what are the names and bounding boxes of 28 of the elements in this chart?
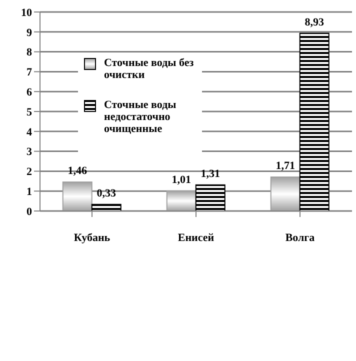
bar xyxy=(91,204,122,211)
y-tick-label: 8 xyxy=(26,46,32,59)
data-label: 1,71 xyxy=(276,160,296,172)
data-label: 0,33 xyxy=(96,187,117,200)
y-tick-label: 7 xyxy=(26,66,32,79)
data-label: 1,31 xyxy=(200,168,220,180)
y-tick-label: 3 xyxy=(26,146,32,158)
bar xyxy=(195,184,226,211)
bar xyxy=(62,181,92,211)
x-tick-label: Волга xyxy=(285,232,316,244)
y-tick-label: 6 xyxy=(26,86,32,99)
y-tick-label: 4 xyxy=(26,126,32,138)
bar xyxy=(270,176,300,211)
bar xyxy=(166,190,196,211)
x-tick-label: Енисей xyxy=(178,232,215,244)
y-tick-label: 1 xyxy=(26,186,32,198)
y-tick-label: 9 xyxy=(26,26,32,39)
y-tick-label: 0 xyxy=(26,206,32,218)
x-tick-label: Кубань xyxy=(74,232,110,244)
data-label: 8,93 xyxy=(304,16,325,28)
legend-label: Сточные воды без очистки xyxy=(104,57,195,81)
data-label: 1,01 xyxy=(172,174,192,186)
y-tick-label: 2 xyxy=(26,166,32,178)
y-tick-label: 5 xyxy=(26,106,32,118)
legend-label: Сточные воды недостаточно очищенные xyxy=(104,99,178,135)
data-label: 1,46 xyxy=(68,164,88,177)
y-tick-label: 10 xyxy=(21,6,32,19)
bar xyxy=(299,32,330,211)
